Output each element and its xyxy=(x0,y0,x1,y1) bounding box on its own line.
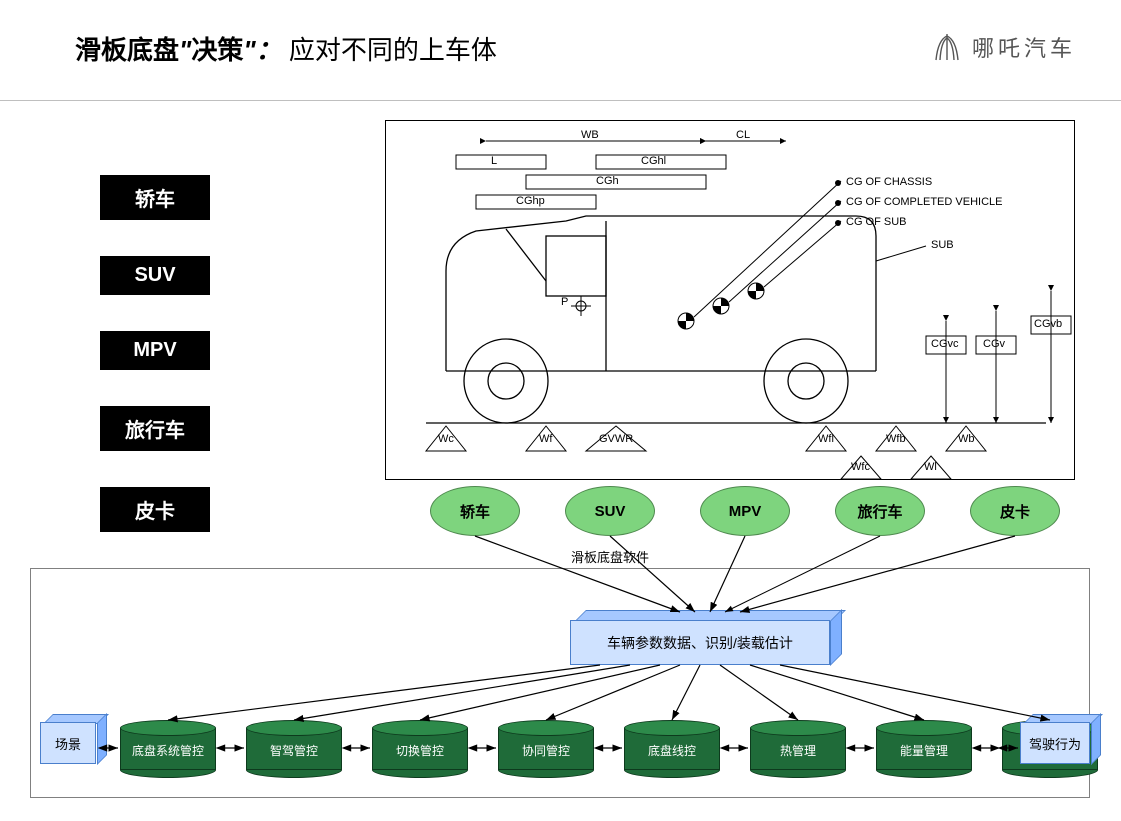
dim-cghp: CGhp xyxy=(516,195,545,207)
wfb: Wfb xyxy=(886,433,906,445)
cube-driving-label: 驾驶行为 xyxy=(1020,722,1090,764)
cg-sub: CG OF SUB xyxy=(846,216,907,228)
title-quote-close: "： xyxy=(243,35,281,65)
ellipse-suv: SUV xyxy=(565,486,655,536)
cube-driving: 驾驶行为 xyxy=(1020,722,1096,764)
cg-vehicle: CG OF COMPLETED VEHICLE xyxy=(846,196,1002,208)
title-mid: 决策 xyxy=(191,35,243,65)
tag-sedan: 轿车 xyxy=(100,175,210,220)
logo-text: 哪吒汽车 xyxy=(972,31,1076,63)
wc: Wc xyxy=(438,433,454,445)
logo-icon xyxy=(930,30,964,64)
param-box: 车辆参数数据、识别/装载估计 xyxy=(570,620,836,665)
wfl: Wfl xyxy=(818,433,834,445)
cyl-chassis-sys: 底盘系统管控 xyxy=(120,720,216,778)
body-type-ellipses: 轿车 SUV MPV 旅行车 皮卡 xyxy=(430,486,1060,536)
sub-label: SUB xyxy=(931,239,954,251)
cube-scene: 场景 xyxy=(40,722,102,764)
module-cylinders: 底盘系统管控 智驾管控 切换管控 协同管控 底盘线控 热管理 能量管理 动力电控 xyxy=(120,720,1098,778)
vehicle-diagram: WB CL L CGhl CGh CGhp CG OF CHASSIS CG O… xyxy=(385,120,1075,480)
ellipse-pickup: 皮卡 xyxy=(970,486,1060,536)
cyl-ad: 智驾管控 xyxy=(246,720,342,778)
page-title: 滑板底盘"决策"： 应对不同的上车体 xyxy=(75,30,497,67)
cgv: CGv xyxy=(983,338,1005,350)
gvwr: GVWR xyxy=(599,433,633,445)
dim-cghl: CGhl xyxy=(641,155,666,167)
header-rule xyxy=(0,100,1121,101)
wf: Wf xyxy=(539,433,552,445)
dim-wb: WB xyxy=(581,129,599,141)
ellipse-sedan: 轿车 xyxy=(430,486,520,536)
brand-logo: 哪吒汽车 xyxy=(930,30,1076,64)
dim-l: L xyxy=(491,155,497,167)
p-label: P xyxy=(561,296,568,308)
cube-scene-label: 场景 xyxy=(40,722,96,764)
wl: Wl xyxy=(924,461,937,473)
wb-tri: Wb xyxy=(958,433,975,445)
title-prefix: 滑板底盘 xyxy=(75,35,179,65)
cyl-energy: 能量管理 xyxy=(876,720,972,778)
tag-suv: SUV xyxy=(100,256,210,295)
container-label: 滑板底盘软件 xyxy=(571,547,649,566)
param-box-label: 车辆参数数据、识别/装载估计 xyxy=(570,620,830,665)
cgvb: CGvb xyxy=(1034,318,1062,330)
title-suffix: 应对不同的上车体 xyxy=(289,35,497,65)
ellipse-mpv: MPV xyxy=(700,486,790,536)
cyl-coord: 协同管控 xyxy=(498,720,594,778)
dim-cl: CL xyxy=(736,129,750,141)
cg-chassis: CG OF CHASSIS xyxy=(846,176,932,188)
title-quote-open: " xyxy=(179,35,191,65)
dim-cgh: CGh xyxy=(596,175,619,187)
cyl-wire: 底盘线控 xyxy=(624,720,720,778)
cyl-switch: 切换管控 xyxy=(372,720,468,778)
cyl-thermal: 热管理 xyxy=(750,720,846,778)
vehicle-type-tags: 轿车 SUV MPV 旅行车 皮卡 xyxy=(100,175,210,532)
tag-wagon: 旅行车 xyxy=(100,406,210,451)
wfc: Wfc xyxy=(851,461,870,473)
cgvc: CGvc xyxy=(931,338,959,350)
tag-pickup: 皮卡 xyxy=(100,487,210,532)
tag-mpv: MPV xyxy=(100,331,210,370)
ellipse-wagon: 旅行车 xyxy=(835,486,925,536)
